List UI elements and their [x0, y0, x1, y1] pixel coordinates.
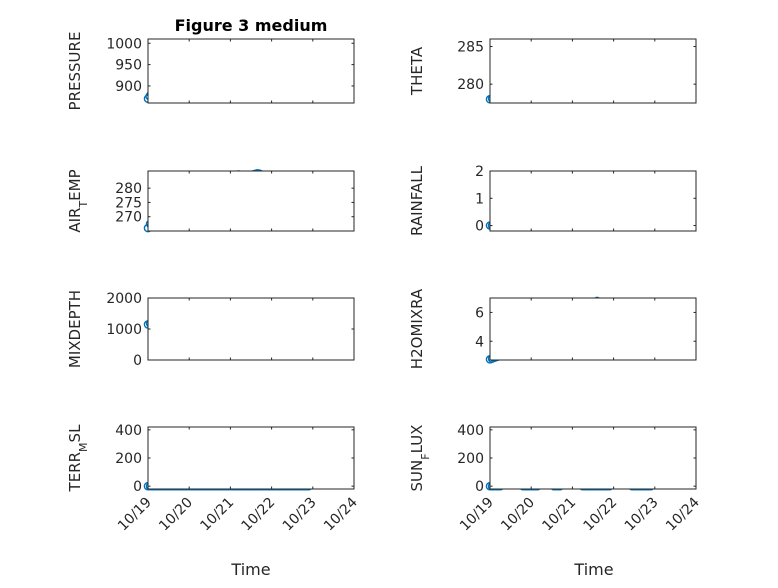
y-axis-label: H2OMIXRA: [408, 288, 426, 369]
subplot-mixdepth: 0 1000 2000 MIXDEPTH: [66, 290, 355, 369]
y-tick-label: 2000: [106, 291, 142, 307]
y-tick-label: 900: [115, 79, 142, 95]
y-tick-label: 270: [115, 210, 142, 226]
y-tick-label: 2: [475, 164, 484, 180]
subplot-theta: 280 285 THETA: [408, 38, 697, 104]
subplot-pressure: 900 950 1000 PRESSURE: [66, 32, 355, 111]
y-tick-label: 0: [133, 353, 142, 369]
y-axis-label: PRESSURE: [66, 32, 84, 111]
x-axis-label-left: Time: [230, 560, 270, 579]
y-axis-label-subscript: T: [77, 201, 90, 209]
y-tick-label: 400: [457, 423, 484, 439]
y-tick-label: 1000: [106, 36, 142, 52]
y-tick-label: 285: [457, 40, 484, 56]
y-tick-label: 6: [475, 305, 484, 321]
y-axis-label: RAINFALL: [408, 165, 426, 236]
y-axis-label-subscript: M: [77, 442, 90, 452]
x-tick-label: 10/24: [663, 494, 703, 534]
x-tick-label: 10/23: [622, 495, 662, 535]
y-tick-label: 0: [133, 479, 142, 495]
y-tick-label: 200: [457, 451, 484, 467]
y-tick-label: 0: [475, 479, 484, 495]
axes-frame: [489, 38, 697, 104]
y-tick-label: 1000: [106, 322, 142, 338]
x-tick-label: 10/23: [280, 495, 320, 535]
x-tick-label: 10/22: [239, 495, 279, 535]
x-tick-label: 10/22: [581, 495, 621, 535]
x-tick-label: 10/20: [156, 495, 196, 535]
axes-frame: [147, 297, 355, 361]
x-tick-label: 10/21: [197, 495, 237, 535]
y-axis-label-subscript: F: [419, 453, 432, 459]
axes-frame: [147, 426, 355, 490]
y-axis-label: SUNFLUX: [408, 425, 432, 492]
x-tick-label: 10/19: [115, 495, 155, 535]
y-axis-label: MIXDEPTH: [66, 290, 84, 368]
y-tick-label: 280: [115, 181, 142, 197]
axes-frame: [147, 170, 355, 232]
y-axis-label-rest: SL: [66, 424, 84, 443]
x-tick-label: 10/20: [498, 495, 538, 535]
axes-frame: [147, 38, 355, 104]
y-axis-label: AIRTEMP: [66, 169, 90, 232]
x-tick-label: 10/21: [539, 495, 579, 535]
y-tick-label: 950: [115, 58, 142, 74]
figure-title: Figure 3 medium: [175, 16, 328, 35]
y-axis-label-rest: EMP: [66, 169, 84, 200]
subplot-h2omixra: 4 6 H2OMIXRA: [408, 288, 697, 369]
y-tick-label: 280: [457, 77, 484, 93]
y-axis-label-main: SUN: [408, 460, 426, 492]
y-axis-label: THETA: [408, 46, 426, 96]
axes-frame: [489, 297, 697, 361]
y-tick-label: 400: [115, 423, 142, 439]
y-axis-label-main: AIR: [66, 208, 84, 233]
subplot-sun-flux: 0 200 400 10/19 10/20 10/21 10/22 10/23 10/24 SUN…: [408, 423, 703, 535]
y-axis-label-main: TERR: [66, 452, 84, 493]
subplot-terr-msl: 0 200 400 10/19 10/20 10/21 10/22 10/23 10/24 TER…: [66, 423, 361, 535]
y-tick-label: 0: [475, 219, 484, 235]
axes-frame: [489, 170, 697, 232]
x-tick-label: 10/24: [321, 494, 361, 534]
y-tick-label: 4: [475, 334, 484, 350]
y-tick-label: 275: [115, 195, 142, 211]
y-tick-label: 1: [475, 191, 484, 207]
x-axis-label-right: Time: [573, 560, 613, 579]
x-tick-label: 10/19: [457, 495, 497, 535]
subplot-rainfall: 0 1 2 RAINFALL: [408, 164, 697, 236]
y-tick-label: 200: [115, 451, 142, 467]
y-axis-label: TERRMSL: [66, 424, 90, 493]
y-axis-label-rest: LUX: [408, 425, 426, 454]
axes-frame: [489, 426, 697, 490]
